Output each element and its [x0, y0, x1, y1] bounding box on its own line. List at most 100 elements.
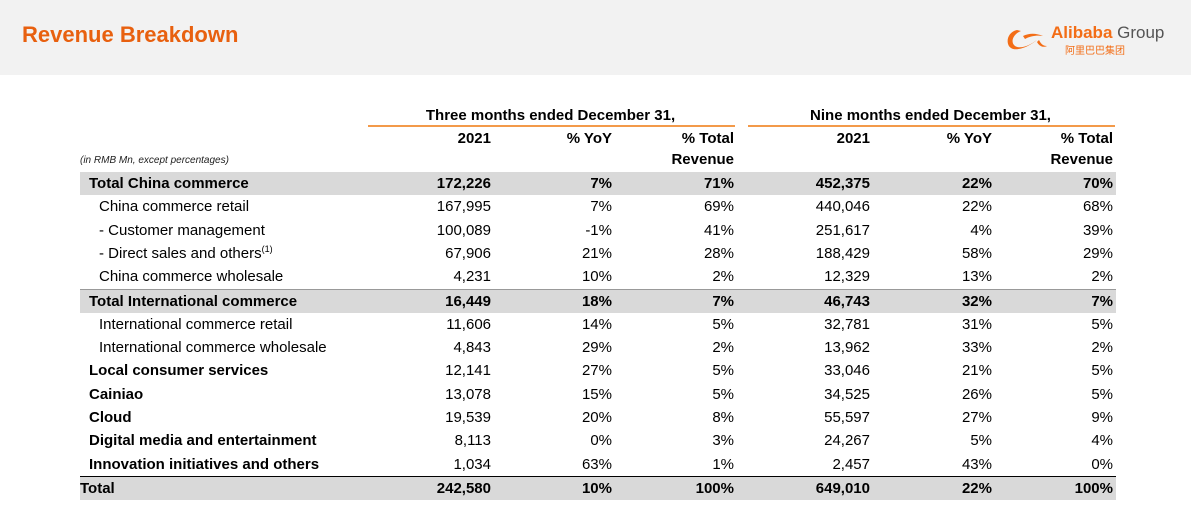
- value-cell: 2%: [712, 268, 734, 286]
- value-cell: 12,141: [445, 362, 491, 380]
- row-label: Total China commerce: [89, 175, 249, 192]
- value-cell: 13%: [961, 268, 992, 286]
- value-cell: 32,781: [824, 315, 870, 333]
- value-cell: 10%: [581, 268, 612, 286]
- value-cell: 43%: [961, 455, 992, 473]
- value-cell: 5%: [712, 362, 734, 380]
- value-cell: 39%: [1082, 221, 1113, 239]
- value-cell: 15%: [581, 385, 612, 403]
- table-row: China commerce retail 167,995 7% 69% 440…: [80, 195, 1116, 218]
- table-row: China commerce wholesale 4,231 10% 2% 12…: [80, 265, 1116, 288]
- row-label: Total International commerce: [89, 292, 298, 310]
- value-cell: 28%: [703, 244, 734, 262]
- value-cell: 251,617: [815, 221, 870, 239]
- value-cell: 18%: [581, 292, 612, 310]
- units-note: (in RMB Mn, except percentages): [80, 155, 229, 166]
- value-cell: 19,539: [445, 409, 491, 426]
- value-cell: 7%: [1091, 292, 1113, 310]
- row-label: - Direct sales and others(1): [99, 243, 273, 262]
- col-header-n-yoy: % YoY: [946, 130, 992, 147]
- value-cell: 5%: [970, 432, 992, 450]
- table-row: International commerce retail 11,606 14%…: [80, 313, 1116, 336]
- col-header-q-total-revenue: % Total Revenue: [671, 130, 734, 168]
- value-cell: 67,906: [445, 244, 491, 262]
- value-cell: 33%: [961, 339, 992, 357]
- value-cell: 70%: [1082, 175, 1113, 192]
- row-separator: [80, 288, 1116, 290]
- value-cell: 31%: [961, 315, 992, 333]
- value-cell: 5%: [1091, 362, 1113, 380]
- value-cell: 0%: [590, 432, 612, 450]
- value-cell: 34,525: [824, 385, 870, 403]
- value-cell: 32%: [961, 292, 992, 310]
- row-label: Total: [80, 479, 115, 497]
- value-cell: 10%: [581, 479, 612, 497]
- value-cell: 167,995: [436, 198, 491, 216]
- value-cell: 7%: [590, 175, 612, 192]
- alibaba-logo-icon: [1007, 30, 1047, 50]
- group-header-three-months: Three months ended December 31,: [425, 107, 676, 124]
- page-title: Revenue Breakdown: [22, 22, 239, 47]
- value-cell: 1,034: [453, 455, 491, 473]
- value-cell: 13,962: [824, 339, 870, 357]
- total-row: Total 242,580 10% 100% 649,010 22% 100%: [80, 476, 1116, 501]
- footnote-marker: (1): [261, 243, 273, 254]
- table-row: Innovation initiatives and others 1,034 …: [80, 453, 1116, 476]
- value-cell: 100%: [695, 479, 734, 497]
- value-cell: 63%: [581, 455, 612, 473]
- table-row: Cloud 19,539 20% 8% 55,597 27% 9%: [80, 406, 1116, 429]
- row-label: Cainiao: [89, 385, 144, 403]
- value-cell: 33,046: [824, 362, 870, 380]
- value-cell: 1%: [712, 455, 734, 473]
- value-cell: 68%: [1082, 198, 1113, 216]
- table-row: Total International commerce 16,449 18% …: [80, 289, 1116, 313]
- row-label: - Customer management: [99, 221, 265, 239]
- value-cell: -1%: [585, 221, 612, 239]
- value-cell: 21%: [961, 362, 992, 380]
- value-cell: 27%: [961, 409, 992, 426]
- total-separator: [80, 475, 1116, 477]
- row-label: Digital media and entertainment: [89, 432, 317, 450]
- row-label: Cloud: [89, 409, 132, 426]
- table-row: Total China commerce 172,226 7% 71% 452,…: [80, 172, 1116, 196]
- value-cell: 5%: [712, 385, 734, 403]
- value-cell: 649,010: [815, 479, 870, 497]
- header-band: [0, 0, 1191, 75]
- logo-chinese: 阿里巴巴集团: [1065, 46, 1125, 57]
- col-header-n-2021: 2021: [836, 130, 870, 147]
- value-cell: 172,226: [436, 175, 491, 192]
- group-underline-nine-months: [748, 125, 1115, 127]
- value-cell: 4,843: [453, 339, 491, 357]
- value-cell: 22%: [961, 175, 992, 192]
- table-row: - Customer management 100,089 -1% 41% 25…: [80, 219, 1116, 242]
- value-cell: 7%: [590, 198, 612, 216]
- value-cell: 9%: [1091, 409, 1113, 426]
- col-header-n-total-revenue: % Total Revenue: [1050, 130, 1113, 168]
- table-row: Local consumer services 12,141 27% 5% 33…: [80, 359, 1116, 382]
- value-cell: 29%: [1082, 244, 1113, 262]
- value-cell: 2%: [712, 339, 734, 357]
- col-header-q-2021: 2021: [457, 130, 491, 147]
- value-cell: 4,231: [453, 268, 491, 286]
- value-cell: 4%: [1091, 432, 1113, 450]
- value-cell: 46,743: [824, 292, 870, 310]
- value-cell: 55,597: [824, 409, 870, 426]
- row-label: China commerce retail: [99, 198, 250, 216]
- group-header-nine-months: Nine months ended December 31,: [810, 107, 1051, 124]
- value-cell: 0%: [1091, 455, 1113, 473]
- row-label: Innovation initiatives and others: [89, 455, 320, 473]
- value-cell: 2,457: [832, 455, 870, 473]
- value-cell: 8%: [712, 409, 734, 426]
- row-label: International commerce retail: [99, 315, 293, 333]
- value-cell: 7%: [712, 292, 734, 310]
- value-cell: 22%: [961, 198, 992, 216]
- value-cell: 452,375: [815, 175, 870, 192]
- table-row: Digital media and entertainment 8,113 0%…: [80, 429, 1116, 452]
- value-cell: 27%: [581, 362, 612, 380]
- value-cell: 5%: [1091, 385, 1113, 403]
- value-cell: 440,046: [815, 198, 870, 216]
- table-row: International commerce wholesale 4,843 2…: [80, 336, 1116, 359]
- value-cell: 58%: [961, 244, 992, 262]
- value-cell: 8,113: [454, 432, 491, 450]
